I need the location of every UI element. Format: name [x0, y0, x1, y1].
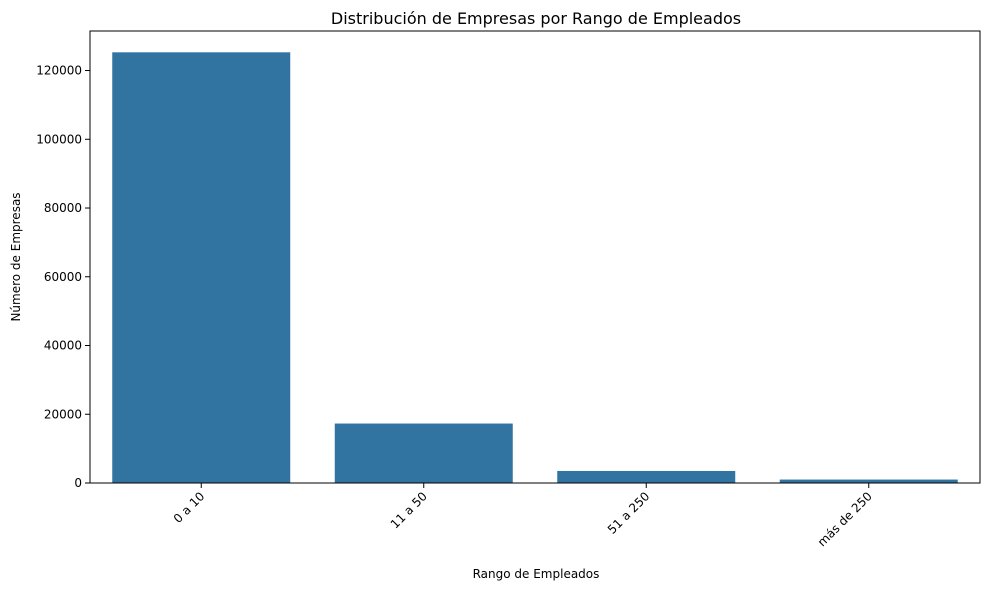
bars-layer	[112, 52, 958, 484]
y-tick-label: 20000	[44, 407, 82, 421]
x-tick-label: más de 250	[815, 489, 875, 549]
x-axis: 0 a 10 11 a 50 51 a 250 más de 250	[171, 483, 875, 549]
y-tick-label: 80000	[44, 201, 82, 215]
bar	[557, 470, 736, 483]
y-tick-label: 0	[74, 476, 82, 490]
x-tick-label: 11 a 50	[388, 489, 430, 531]
y-axis-label: Número de Empresas	[9, 192, 23, 321]
y-tick-label: 120000	[36, 64, 82, 78]
y-tick-label: 100000	[36, 132, 82, 146]
x-tick-label: 0 a 10	[171, 489, 208, 526]
y-tick-label: 40000	[44, 339, 82, 353]
bar	[334, 423, 513, 483]
x-tick-label: 51 a 250	[605, 489, 652, 536]
chart-title: Distribución de Empresas por Rango de Em…	[331, 9, 741, 28]
bar	[112, 52, 291, 484]
y-tick-label: 60000	[44, 270, 82, 284]
bar	[779, 479, 958, 483]
plot-frame	[89, 30, 981, 484]
x-axis-label: Rango de Empleados	[473, 567, 600, 581]
y-axis: 0 20000 40000 60000 80000 100000 120000	[36, 64, 90, 490]
